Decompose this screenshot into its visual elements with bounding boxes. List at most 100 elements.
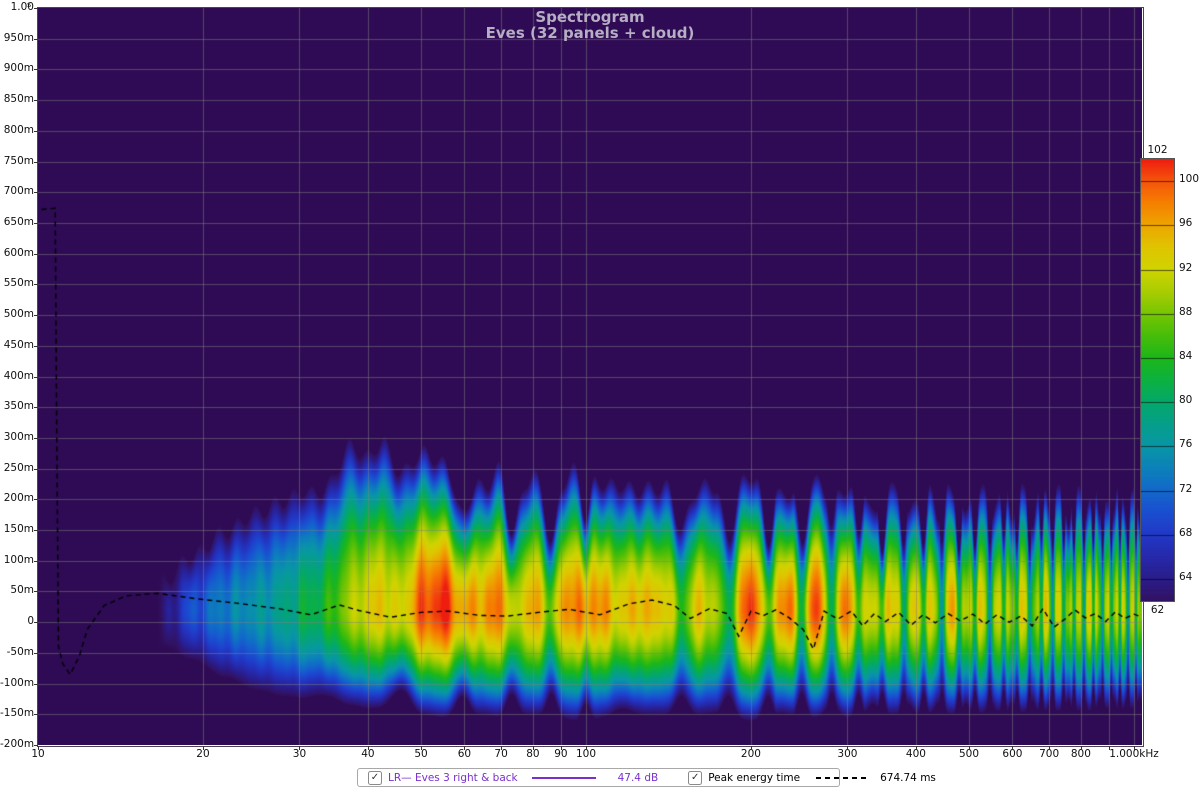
y-tick-mark [34,69,38,70]
x-tick-mark [533,746,534,750]
colorbar-gradient [1140,158,1175,602]
y-tick-label: -150m [0,707,35,720]
y-tick-mark [34,622,38,623]
x-tick-mark [969,746,970,750]
y-tick-mark [34,162,38,163]
x-tick-mark [38,746,39,750]
x-tick-mark [501,746,502,750]
y-tick-label: 950m [3,31,34,44]
y-tick-mark [34,254,38,255]
colorbar-tick-label: 84 [1179,349,1193,362]
x-tick-label: 30 [292,748,307,760]
x-tick-label: 500 [959,748,980,760]
y-tick-label: 650m [3,215,34,228]
x-tick-mark [368,746,369,750]
x-tick-label: 600 [1002,748,1023,760]
x-tick-label: 20 [196,748,210,760]
x-tick-mark [464,746,465,750]
y-tick-mark [34,745,38,746]
y-tick-label: 250m [3,461,34,474]
x-tick-mark [299,746,300,750]
peak-energy-line-swatch [816,776,867,779]
y-tick-mark [34,591,38,592]
y-tick-mark [34,499,38,500]
y-tick-label: -100m [0,676,35,689]
colorbar-tick-label: 92 [1179,261,1193,274]
x-tick-label: 70 [494,748,508,760]
y-tick-mark [34,407,38,408]
x-tick-label: 1.000kHz [1109,748,1159,760]
x-tick-mark [1049,746,1050,750]
y-tick-label: 200m [3,492,34,505]
x-tick-label: 200 [740,748,761,760]
x-tick-mark [847,746,848,750]
y-tick-label: 150m [3,523,34,536]
y-tick-label: 100m [3,553,34,566]
y-tick-label: 350m [3,400,34,413]
measurement-label: LR— Eves 3 right & back [388,771,518,784]
x-tick-label: 10 [31,748,45,760]
y-tick-label: 300m [3,430,34,443]
y-tick-label: -50m [6,645,34,658]
y-tick-mark [34,561,38,562]
colorbar-min-label: 62 [1150,604,1165,616]
x-tick-mark [586,746,587,750]
spectrogram-canvas[interactable] [38,8,1142,745]
measurement-line-swatch [531,776,596,779]
y-tick-label: 50m [10,584,34,597]
x-tick-mark [1081,746,1082,750]
x-tick-label: 800 [1070,748,1091,760]
colorbar-tick-label: 76 [1179,438,1193,451]
y-tick-label: 850m [3,93,34,106]
x-tick-label: 700 [1039,748,1060,760]
colorbar-tick-label: 64 [1179,570,1193,583]
colorbar-tick-label: 100 [1179,173,1200,186]
y-tick-mark [34,653,38,654]
peak-energy-checkbox[interactable]: ✓ [688,770,703,785]
y-tick-label: 500m [3,308,34,321]
y-tick-label: 600m [3,246,34,259]
y-tick-mark [34,192,38,193]
x-tick-mark [203,746,204,750]
y-tick-mark [34,100,38,101]
y-tick-mark [34,315,38,316]
x-tick-label: 40 [361,748,375,760]
y-tick-label: 550m [3,277,34,290]
y-tick-mark [34,714,38,715]
y-tick-mark [34,39,38,40]
x-tick-mark [916,746,917,750]
y-tick-label: -200m [0,738,35,750]
x-tick-label: 400 [905,748,926,760]
x-tick-label: 300 [837,748,858,760]
x-tick-label: 100 [575,748,597,760]
legend-bar: ✓ LR— Eves 3 right & back 47.4 dB ✓ Peak… [357,768,936,787]
x-tick-label: 50 [414,748,428,760]
y-tick-label: 700m [3,185,34,198]
y-tick-mark [34,438,38,439]
y-axis-unit: s [27,0,32,9]
y-tick-mark [34,377,38,378]
colorbar-max-label: 102 [1147,144,1168,156]
y-tick-label: 800m [3,123,34,136]
x-tick-label: 80 [526,748,540,760]
x-tick-mark [421,746,422,750]
x-tick-mark [1134,746,1135,750]
peak-energy-label: Peak energy time [708,771,801,784]
y-tick-mark [34,469,38,470]
measurement-checkbox[interactable]: ✓ [368,770,382,785]
y-tick-label: 900m [3,62,34,75]
y-tick-label: 400m [3,369,34,382]
colorbar-tick-label: 80 [1179,394,1193,407]
colorbar-tick-label: 96 [1179,217,1193,230]
x-tick-label: 60 [457,748,472,760]
y-tick-mark [34,684,38,685]
y-tick-mark [34,530,38,531]
y-tick-label: 750m [3,154,34,167]
colorbar-tick-label: 72 [1179,482,1193,495]
y-tick-label: 0 [27,615,34,628]
y-tick-mark [34,131,38,132]
y-tick-mark [34,346,38,347]
x-tick-mark [1109,746,1110,750]
measurement-level: 47.4 dB [617,771,659,784]
